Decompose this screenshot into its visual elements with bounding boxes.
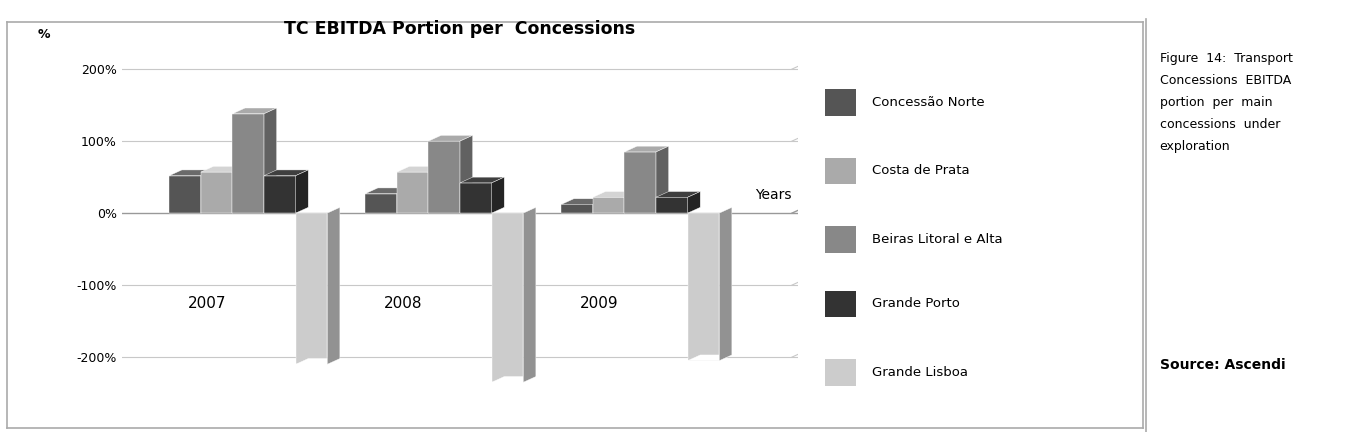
Polygon shape (233, 108, 276, 114)
Text: Beiras Litoral e Alta: Beiras Litoral e Alta (873, 233, 1003, 246)
Polygon shape (264, 108, 276, 213)
Polygon shape (365, 188, 410, 194)
Bar (264, 176, 296, 213)
Text: %: % (38, 28, 50, 41)
Text: 2008: 2008 (384, 296, 422, 311)
Polygon shape (429, 135, 472, 141)
Bar (824, 359, 856, 386)
Polygon shape (656, 146, 668, 213)
Text: Costa de Prata: Costa de Prata (873, 165, 970, 178)
Polygon shape (624, 191, 637, 213)
Bar (824, 158, 856, 184)
Bar (687, 213, 720, 361)
Text: Figure  14:  Transport
Concessions  EBITDA
portion  per  main
concessions  under: Figure 14: Transport Concessions EBITDA … (1160, 52, 1292, 153)
Bar (824, 89, 856, 116)
Text: Source: Ascendi: Source: Ascendi (1160, 358, 1285, 372)
Polygon shape (491, 177, 505, 213)
Polygon shape (720, 207, 732, 361)
Text: 2009: 2009 (580, 296, 618, 311)
Bar (824, 291, 856, 317)
Bar (460, 183, 491, 213)
Polygon shape (460, 135, 472, 213)
Bar (169, 176, 200, 213)
Polygon shape (656, 191, 701, 197)
Text: Years: Years (755, 188, 792, 202)
Polygon shape (524, 207, 536, 382)
Polygon shape (624, 146, 668, 152)
Bar (396, 172, 429, 213)
Polygon shape (396, 166, 441, 172)
Polygon shape (264, 170, 308, 176)
Polygon shape (396, 188, 410, 213)
Bar (561, 204, 593, 213)
Polygon shape (561, 199, 605, 204)
Title: TC EBITDA Portion per  Concessions: TC EBITDA Portion per Concessions (284, 19, 636, 38)
Polygon shape (687, 191, 701, 213)
Polygon shape (169, 170, 214, 176)
Polygon shape (593, 191, 637, 197)
Bar (429, 141, 460, 213)
Bar (296, 213, 327, 364)
Bar (593, 197, 624, 213)
Bar (200, 172, 233, 213)
Text: Concessão Norte: Concessão Norte (873, 96, 985, 109)
Polygon shape (296, 170, 308, 213)
Polygon shape (429, 166, 441, 213)
Polygon shape (233, 166, 245, 213)
Bar (365, 194, 396, 213)
Polygon shape (200, 170, 214, 213)
Bar (656, 197, 687, 213)
Text: Grande Porto: Grande Porto (873, 298, 961, 311)
Bar (233, 114, 264, 213)
Text: Grande Lisboa: Grande Lisboa (873, 366, 969, 379)
Polygon shape (296, 359, 340, 364)
Text: 2007: 2007 (188, 296, 227, 311)
Bar (491, 213, 524, 382)
Bar (824, 226, 856, 253)
Polygon shape (687, 355, 732, 361)
Polygon shape (327, 207, 340, 364)
Bar (624, 152, 656, 213)
Polygon shape (200, 166, 245, 172)
Polygon shape (593, 199, 605, 213)
Polygon shape (460, 177, 505, 183)
Polygon shape (491, 377, 536, 382)
